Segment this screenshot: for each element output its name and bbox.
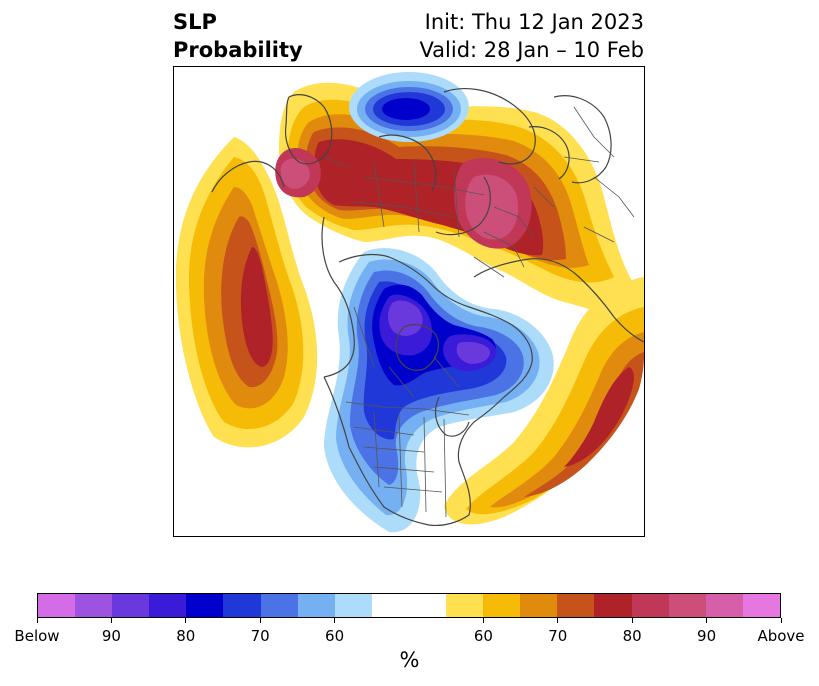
probability-map-svg [175,72,644,533]
colorbar-tick-label: 80 [176,627,196,645]
colorbar-tick [706,618,708,623]
chart-title-right: Init: Thu 12 Jan 2023 Valid: 28 Jan – 10… [419,8,644,64]
colorbar-segment [112,594,150,617]
political-borders [323,106,635,518]
colorbar-tick-label: Below [14,627,60,645]
colorbar-segment [594,594,632,617]
colorbar-segment [557,594,595,617]
colorbar-tick-label: 60 [325,627,345,645]
colorbar-segment [742,594,780,617]
colorbar-segment [705,594,743,617]
colorbar-tick-label: 70 [548,627,568,645]
colorbar-tick [631,618,633,623]
colorbar-tick [780,618,782,623]
colorbar-segment [297,594,335,617]
colorbar-tick-label: 70 [250,627,270,645]
title-variable: SLP [173,10,217,34]
colorbar-tick [482,618,484,623]
colorbar-segment [75,594,113,617]
colorbar-tick-label: 60 [473,627,493,645]
chart-title-left: SLP Probability [173,8,303,64]
above-anomaly-atlantic [444,277,644,525]
colorbar-tick-label: 80 [622,627,642,645]
below-anomaly-barents [349,72,469,142]
colorbar-segment [668,594,706,617]
colorbar-segment [371,594,409,617]
polar-map [173,66,645,537]
title-product: Probability [173,38,303,62]
colorbar-tick [334,618,336,623]
colorbar-segment [186,594,224,617]
valid-range: Valid: 28 Jan – 10 Feb [419,38,644,62]
colorbar-tick [259,618,261,623]
colorbar-tick [36,618,38,623]
colorbar-segment [38,594,76,617]
coastlines [211,87,644,527]
colorbar-segment [260,594,298,617]
colorbar-ticks: Below 90 80 70 60 60 70 80 90 Above [14,618,805,648]
colorbar-segment [631,594,669,617]
init-date: Init: Thu 12 Jan 2023 [424,10,644,34]
colorbar-tick-label: 90 [101,627,121,645]
colorbar-segment [520,594,558,617]
colorbar-unit-label: % [399,648,420,672]
colorbar-tick [557,618,559,623]
colorbar-tick [185,618,187,623]
colorbar-tick [110,618,112,623]
above-anomaly-pacific [175,137,318,448]
colorbar-segment [334,594,372,617]
below-anomaly-arctic-canada [324,248,554,533]
colorbar-segment [446,594,484,617]
colorbar-segment [223,594,261,617]
colorbar-segment [408,594,447,617]
probability-colorbar [37,593,781,618]
colorbar-segment [149,594,187,617]
colorbar-tick-label: Above [757,627,805,645]
colorbar-segment [483,594,521,617]
above-anomaly-eurasia [275,82,644,327]
colorbar-tick-label: 90 [697,627,717,645]
